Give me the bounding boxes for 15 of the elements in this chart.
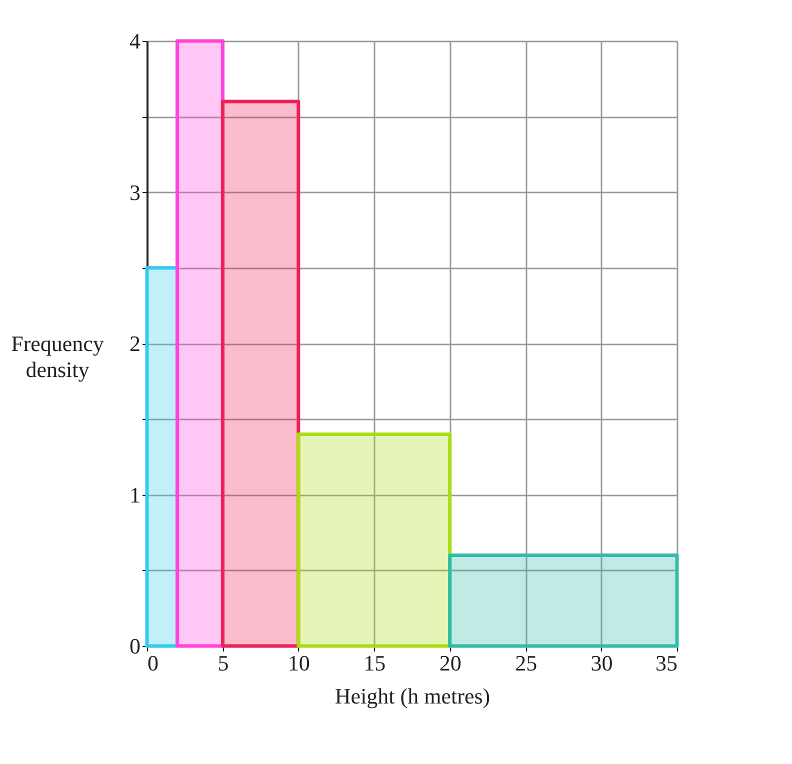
y-tick-label: 4	[130, 28, 140, 54]
y-tick-label: 0	[130, 634, 140, 658]
x-tick-label: 5	[218, 650, 229, 676]
x-axis-title: Height (h metres)	[334, 684, 490, 708]
x-tick-label: 15	[364, 650, 386, 676]
x-tick-label: 35	[656, 650, 678, 676]
x-tick-label: 0	[148, 650, 158, 676]
y-tick-label: 1	[130, 482, 140, 508]
x-tick-label: 25	[515, 650, 538, 676]
x-tick-label: 20	[439, 650, 462, 676]
y-tick-label: 2	[130, 331, 140, 356]
y-tick-label: 3	[130, 180, 140, 205]
y-axis-title: Frequency density	[11, 331, 104, 382]
x-tick-label: 10	[288, 650, 310, 676]
x-tick-label: 30	[590, 650, 613, 676]
